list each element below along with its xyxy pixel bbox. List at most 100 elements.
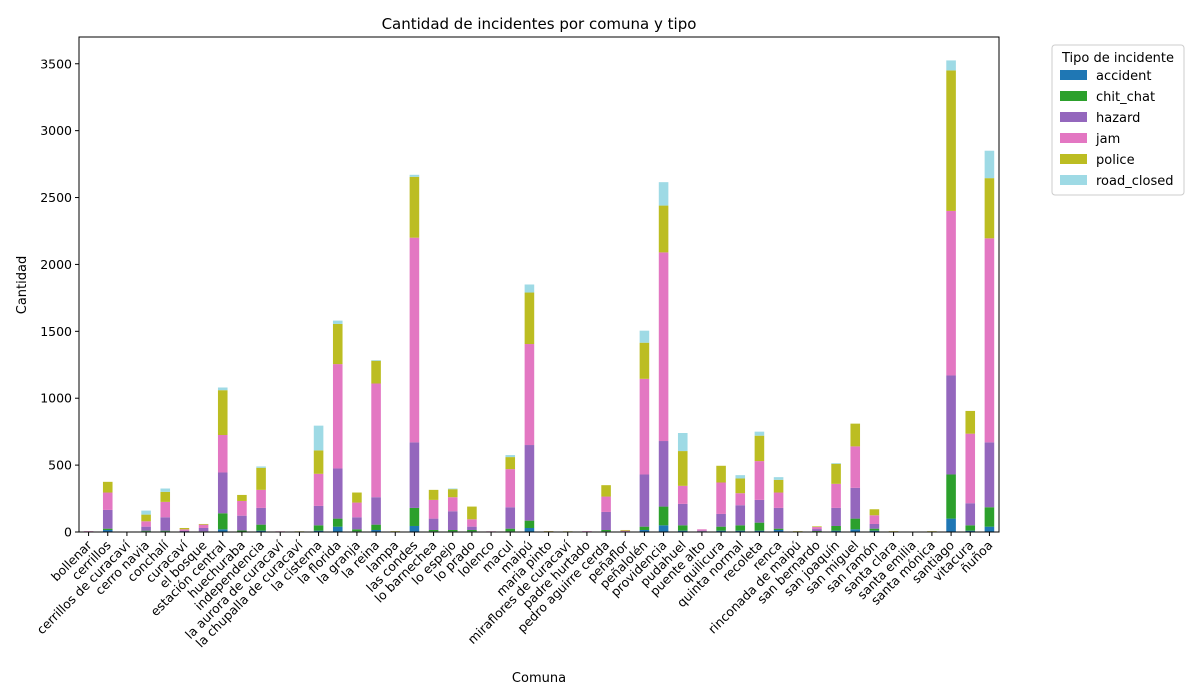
chart-title: Cantidad de incidentes por comuna y tipo — [382, 15, 697, 33]
bar-segment-hazard — [697, 530, 707, 532]
bar-segment-hazard — [639, 474, 650, 527]
bar-segment-jam — [505, 469, 516, 508]
bar-segment-jam — [371, 383, 381, 498]
legend-swatch-road_closed — [1060, 175, 1087, 185]
bar-segment-jam — [524, 344, 535, 446]
bar-segment-hazard — [524, 445, 535, 521]
bar-segment-police — [965, 410, 976, 434]
bar-segment-jam — [332, 364, 343, 469]
bar-segment-jam — [697, 529, 707, 531]
bar-segment-police — [754, 435, 765, 462]
bar-segment-chit_chat — [812, 531, 822, 532]
bar-segment-hazard — [754, 499, 765, 523]
bar-segment-police — [198, 523, 209, 525]
bar-segment-chit_chat — [984, 507, 995, 527]
bar-segment-accident — [754, 530, 765, 532]
bar-segment-road_closed — [505, 455, 516, 458]
bar-segment-accident — [850, 529, 861, 532]
bar-segment-police — [505, 457, 516, 470]
bar-segment-chit_chat — [141, 530, 151, 532]
bar-segment-hazard — [447, 511, 458, 530]
bar-segment-road_closed — [371, 360, 381, 361]
bar-segment-hazard — [946, 375, 956, 475]
bar-segment-chit_chat — [524, 520, 535, 528]
bar-segment-jam — [850, 446, 861, 488]
legend-label-accident: accident — [1096, 69, 1151, 84]
bar-segment-police — [332, 323, 343, 365]
y-tick-label: 1000 — [40, 391, 72, 406]
bar-segment-police — [160, 491, 171, 502]
bar-segment-chit_chat — [831, 525, 841, 531]
bar-segment-road_closed — [946, 60, 956, 71]
bar-segment-accident — [658, 525, 669, 532]
bar-segment-road_closed — [313, 425, 324, 451]
bar-segment-hazard — [352, 517, 362, 530]
bar-segment-police — [716, 465, 726, 483]
bar-segment-road_closed — [639, 330, 650, 343]
bar-segment-chit_chat — [505, 528, 516, 532]
bar-segment-police — [869, 509, 880, 516]
bar-segment-accident — [102, 529, 113, 532]
legend-swatch-accident — [1060, 70, 1087, 80]
legend-label-jam: jam — [1095, 132, 1120, 147]
bar-segment-chit_chat — [371, 524, 381, 530]
plot-frame — [78, 36, 1000, 533]
bar-segment-police — [620, 529, 631, 531]
bar-segment-chit_chat — [409, 507, 420, 526]
legend-swatch-jam — [1060, 133, 1087, 143]
bar-segment-hazard — [237, 515, 247, 531]
bar-segment-police — [179, 527, 190, 530]
bar-segment-chit_chat — [754, 522, 765, 531]
bars-layer — [83, 60, 995, 532]
bar-segment-road_closed — [677, 433, 688, 452]
bar-segment-accident — [773, 529, 784, 532]
bar-segment-chit_chat — [256, 524, 266, 531]
bar-segment-police — [946, 70, 956, 211]
bar-segment-jam — [946, 210, 956, 376]
bar-segment-hazard — [256, 507, 266, 525]
bar-segment-police — [524, 292, 535, 345]
bar-segment-hazard — [965, 503, 976, 526]
legend-label-chit_chat: chit_chat — [1096, 90, 1155, 105]
bar-segment-chit_chat — [237, 530, 247, 532]
bar-segment-jam — [754, 461, 765, 500]
bar-segment-hazard — [313, 505, 324, 526]
bar-segment-police — [371, 360, 381, 384]
bar-segment-jam — [313, 473, 324, 506]
bar-segment-accident — [524, 527, 535, 532]
y-tick-label: 3500 — [40, 56, 72, 71]
y-tick-label: 2500 — [40, 190, 72, 205]
bar-segment-jam — [831, 483, 841, 508]
bar-segment-police — [773, 479, 784, 493]
bar-segment-police — [409, 176, 420, 238]
bar-segment-police — [352, 492, 362, 503]
bar-segment-hazard — [179, 530, 190, 532]
bar-segment-hazard — [371, 497, 381, 525]
bar-segment-chit_chat — [677, 525, 688, 531]
bar-segment-police — [256, 467, 266, 490]
bar-segment-police — [601, 485, 611, 497]
bar-segment-jam — [716, 482, 726, 514]
bar-segment-hazard — [984, 442, 995, 508]
legend-title: Tipo de incidente — [1061, 51, 1174, 66]
bar-segment-hazard — [735, 505, 746, 526]
bar-segment-chit_chat — [217, 513, 228, 530]
bar-segment-police — [237, 494, 247, 501]
bar-segment-hazard — [409, 442, 420, 508]
bar-segment-chit_chat — [850, 518, 861, 530]
bar-segment-police — [447, 489, 458, 498]
bar-segment-accident — [946, 518, 956, 532]
y-axis-title: Cantidad — [15, 256, 30, 314]
bar-segment-chit_chat — [965, 525, 976, 531]
bar-segment-road_closed — [754, 431, 765, 436]
legend: Tipo de incidente accident chit_chathazar… — [1051, 44, 1185, 196]
bar-segment-road_closed — [773, 477, 784, 480]
bar-segment-accident — [869, 530, 880, 532]
bar-segment-police — [831, 463, 841, 484]
bar-segment-jam — [102, 492, 113, 510]
bar-segment-chit_chat — [716, 526, 726, 531]
bar-segment-accident — [313, 530, 324, 532]
bar-segment-road_closed — [409, 174, 420, 177]
